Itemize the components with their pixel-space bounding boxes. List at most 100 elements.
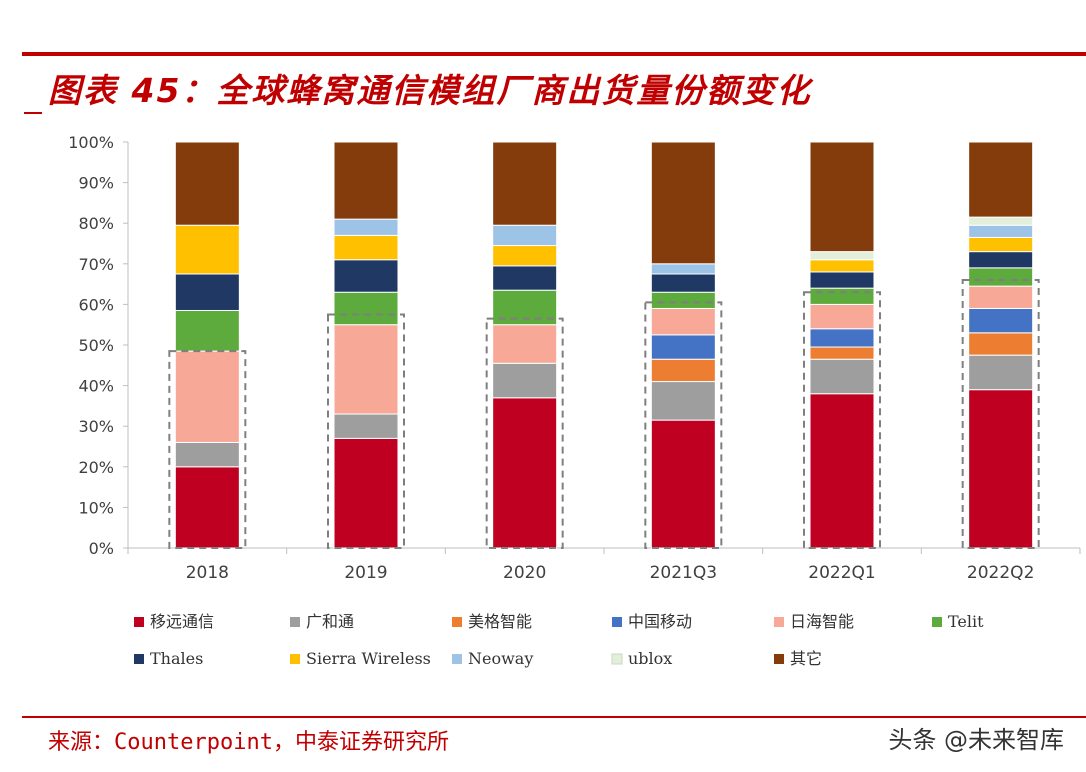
- y-tick-label: 60%: [78, 295, 114, 314]
- legend-swatch: [290, 654, 300, 664]
- bar-segment: [333, 259, 399, 293]
- y-tick-label: 10%: [78, 498, 114, 517]
- bar-segment: [809, 303, 875, 330]
- bar-segment: [968, 354, 1034, 391]
- highlight-box: [327, 313, 405, 549]
- y-tick-label: 100%: [68, 133, 114, 152]
- bar-segment: [174, 141, 240, 226]
- bar-segment: [968, 141, 1034, 218]
- chart-highlight-boxes: [168, 279, 1040, 549]
- x-tick-label: 2019: [344, 563, 387, 583]
- bar-segment: [333, 234, 399, 261]
- bar-segment: [174, 466, 240, 549]
- chart-legend: 移远通信 广和通 美格智能 中国移动 日海智能 Telit Thales Sierra Wir…: [134, 612, 984, 668]
- bar-segment: [968, 224, 1034, 238]
- bar-segment: [968, 389, 1034, 549]
- title-underline-mark: [24, 112, 42, 114]
- bar-segment: [809, 346, 875, 360]
- chart-labels: 0% 10% 20% 30% 40% 50% 60% 70% 80% 90% 100% 2018 201…: [68, 133, 1034, 583]
- bottom-rule: [22, 716, 1086, 718]
- highlight-box: [803, 291, 881, 549]
- bar-segment: [968, 332, 1034, 356]
- bar-segment: [492, 141, 558, 226]
- highlight-box: [961, 279, 1040, 549]
- bar-segment: [650, 419, 716, 549]
- highlight-box: [644, 301, 723, 549]
- bar-segment: [650, 307, 716, 336]
- bar-segment: [174, 441, 240, 468]
- bar-segment: [968, 267, 1034, 287]
- y-tick-label: 80%: [78, 214, 114, 233]
- bar-segment: [492, 265, 558, 291]
- bar-segment: [650, 381, 716, 421]
- x-tick-label: 2018: [186, 563, 229, 583]
- y-tick-label: 0%: [89, 539, 114, 558]
- bar-segment: [333, 218, 399, 236]
- legend-label: 其它: [790, 649, 822, 668]
- bar-segment: [492, 324, 558, 364]
- chart-bars: [174, 141, 1034, 549]
- legend-swatch: [774, 617, 784, 627]
- bar-segment: [650, 273, 716, 293]
- bar-segment: [174, 224, 240, 275]
- legend-swatch: [134, 617, 144, 627]
- legend-swatch: [452, 654, 462, 664]
- bar-segment: [809, 328, 875, 348]
- x-tick-label: 2022Q2: [967, 563, 1034, 583]
- bar-segment: [809, 251, 875, 261]
- bar-segment: [968, 251, 1034, 269]
- x-tick-label: 2022Q1: [808, 563, 875, 583]
- top-rule: [22, 52, 1086, 56]
- bar-segment: [968, 236, 1034, 253]
- x-tick-label: 2020: [503, 563, 546, 583]
- bar-segment: [968, 285, 1034, 309]
- legend-swatch: [774, 654, 784, 664]
- legend-label: Neoway: [468, 649, 533, 668]
- legend-swatch: [290, 617, 300, 627]
- y-tick-label: 90%: [78, 174, 114, 193]
- legend-label: Thales: [150, 649, 203, 668]
- bar-segment: [333, 324, 399, 415]
- bar-segment: [492, 397, 558, 549]
- bar-segment: [333, 413, 399, 439]
- x-tick-label: 2021Q3: [650, 563, 717, 583]
- y-tick-label: 30%: [78, 417, 114, 436]
- legend-swatch: [134, 654, 144, 664]
- legend-label: 广和通: [306, 612, 354, 631]
- bar-segment: [968, 307, 1034, 334]
- bar-segment: [968, 216, 1034, 226]
- bar-segment: [333, 437, 399, 549]
- bar-segment: [809, 271, 875, 289]
- chart-axes: [123, 141, 1081, 554]
- bar-segment: [174, 273, 240, 311]
- y-tick-label: 50%: [78, 336, 114, 355]
- bar-segment: [492, 362, 558, 399]
- legend-swatch: [932, 617, 942, 627]
- y-tick-label: 20%: [78, 458, 114, 477]
- legend-label: 移远通信: [150, 612, 214, 631]
- bar-segment: [809, 141, 875, 253]
- y-tick-label: 70%: [78, 255, 114, 274]
- legend-label: Sierra Wireless: [306, 649, 431, 668]
- bar-segment: [650, 291, 716, 309]
- bar-segment: [174, 309, 240, 352]
- legend-swatch: [612, 617, 622, 627]
- bar-segment: [650, 334, 716, 360]
- highlight-box: [485, 317, 564, 549]
- bar-segment: [809, 358, 875, 395]
- legend-swatch: [452, 617, 462, 627]
- bar-segment: [809, 287, 875, 305]
- bar-segment: [492, 224, 558, 247]
- source-note: 来源：Counterpoint，中泰证券研究所: [48, 730, 449, 755]
- page-title: 图表 45：全球蜂窝通信模组厂商出货量份额变化: [48, 71, 812, 110]
- y-tick-label: 40%: [78, 377, 114, 396]
- legend-swatch: [611, 653, 623, 665]
- bar-segment: [650, 263, 716, 275]
- bar-segment: [650, 358, 716, 383]
- bar-segment: [333, 141, 399, 220]
- legend-label: ublox: [628, 649, 672, 668]
- legend-label: 中国移动: [628, 612, 692, 631]
- bar-segment: [174, 350, 240, 443]
- legend-label: 日海智能: [790, 612, 854, 631]
